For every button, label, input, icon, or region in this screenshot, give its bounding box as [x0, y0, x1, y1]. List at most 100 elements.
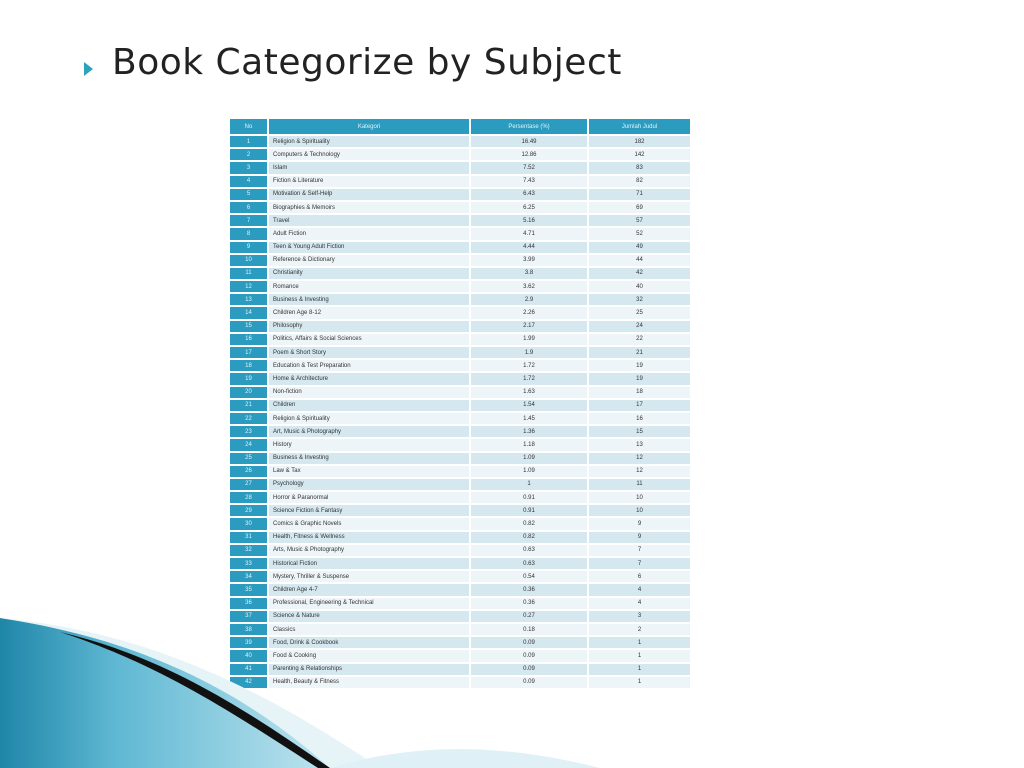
- row-jumlah-cell: 49: [588, 240, 692, 255]
- row-jumlah-cell: 9: [588, 517, 692, 532]
- row-no-cell: 31: [230, 530, 269, 545]
- table-row: 7 Travel 5.16 57: [230, 214, 692, 229]
- row-jumlah-cell: 22: [588, 332, 692, 348]
- row-no-cell: 24: [230, 438, 269, 453]
- table-row: 2 Computers & Technology 12.86 142: [230, 148, 692, 163]
- row-kategori-cell: Food & Cooking: [268, 649, 471, 664]
- table-row: 20 Non-fiction 1.63 18: [230, 385, 692, 400]
- row-jumlah-cell: 17: [588, 398, 692, 413]
- row-no-cell: 14: [230, 306, 269, 321]
- table-row: 8 Adult Fiction 4.71 52: [230, 227, 692, 242]
- row-persentase-cell: 12.86: [470, 148, 589, 163]
- table-row: 40 Food & Cooking 0.09 1: [230, 649, 692, 664]
- table-row: 13 Business & Investing 2.9 32: [230, 293, 692, 308]
- table-row: 6 Biographies & Memoirs 6.25 69: [230, 200, 692, 216]
- row-persentase-cell: 0.09: [470, 636, 589, 651]
- row-no-cell: 18: [230, 359, 269, 374]
- row-no-cell: 30: [230, 517, 269, 532]
- table-row: 18 Education & Test Preparation 1.72 19: [230, 359, 692, 374]
- row-persentase-cell: 1.9: [470, 346, 589, 361]
- row-jumlah-cell: 12: [588, 451, 692, 466]
- row-persentase-cell: 1.72: [470, 372, 589, 387]
- row-jumlah-cell: 40: [588, 280, 692, 295]
- table-row: 9 Teen & Young Adult Fiction 4.44 49: [230, 240, 692, 255]
- row-kategori-cell: Biographies & Memoirs: [268, 200, 471, 216]
- row-no-cell: 26: [230, 464, 269, 479]
- row-persentase-cell: 0.63: [470, 557, 589, 572]
- row-no-cell: 28: [230, 491, 269, 506]
- header-persentase: Persentase (%): [470, 119, 589, 136]
- row-kategori-cell: Christianity: [268, 266, 471, 282]
- row-persentase-cell: 0.09: [470, 649, 589, 664]
- table-row: 16 Politics, Affairs & Social Sciences 1.9…: [230, 332, 692, 348]
- row-jumlah-cell: 10: [588, 504, 692, 519]
- table-row: 14 Children Age 8-12 2.26 25: [230, 306, 692, 321]
- table-row: 22 Religion & Spirituality 1.45 16: [230, 411, 692, 427]
- table-row: 33 Historical Fiction 0.63 7: [230, 557, 692, 572]
- row-persentase-cell: 1.36: [470, 425, 589, 440]
- row-kategori-cell: Religion & Spirituality: [268, 411, 471, 427]
- row-kategori-cell: Food, Drink & Cookbook: [268, 636, 471, 651]
- table-row: 19 Home & Architecture 1.72 19: [230, 372, 692, 387]
- row-jumlah-cell: 7: [588, 557, 692, 572]
- row-no-cell: 25: [230, 451, 269, 466]
- row-jumlah-cell: 83: [588, 161, 692, 176]
- row-persentase-cell: 4.44: [470, 240, 589, 255]
- row-persentase-cell: 1: [470, 477, 589, 493]
- row-kategori-cell: Teen & Young Adult Fiction: [268, 240, 471, 255]
- table-row: 12 Romance 3.62 40: [230, 280, 692, 295]
- row-persentase-cell: 3.99: [470, 253, 589, 268]
- row-persentase-cell: 7.43: [470, 174, 589, 189]
- table-row: 31 Health, Fitness & Wellness 0.82 9: [230, 530, 692, 545]
- row-no-cell: 4: [230, 174, 269, 189]
- row-kategori-cell: Business & Investing: [268, 451, 471, 466]
- row-persentase-cell: 4.71: [470, 227, 589, 242]
- row-persentase-cell: 0.91: [470, 491, 589, 506]
- row-no-cell: 13: [230, 293, 269, 308]
- row-jumlah-cell: 24: [588, 319, 692, 334]
- table-body: 1 Religion & Spirituality 16.49 182 2 Compute…: [230, 135, 692, 690]
- row-jumlah-cell: 42: [588, 266, 692, 282]
- row-kategori-cell: Motivation & Self-Help: [268, 187, 471, 202]
- table-row: 25 Business & Investing 1.09 12: [230, 451, 692, 466]
- header-no: No: [230, 119, 269, 136]
- row-kategori-cell: Mystery, Thriller & Suspense: [268, 570, 471, 585]
- table-row: 29 Science Fiction & Fantasy 0.91 10: [230, 504, 692, 519]
- triangle-bullet-icon: [84, 62, 93, 76]
- row-no-cell: 10: [230, 253, 269, 268]
- row-jumlah-cell: 11: [588, 477, 692, 493]
- row-persentase-cell: 1.63: [470, 385, 589, 400]
- row-persentase-cell: 0.09: [470, 662, 589, 677]
- row-kategori-cell: Professional, Engineering & Technical: [268, 596, 471, 611]
- row-kategori-cell: Education & Test Preparation: [268, 359, 471, 374]
- row-no-cell: 7: [230, 214, 269, 229]
- table-row: 24 History 1.18 13: [230, 438, 692, 453]
- row-no-cell: 5: [230, 187, 269, 202]
- row-jumlah-cell: 19: [588, 359, 692, 374]
- row-kategori-cell: Travel: [268, 214, 471, 229]
- header-kategori: Kategori: [268, 119, 471, 136]
- row-no-cell: 34: [230, 570, 269, 585]
- row-kategori-cell: Reference & Dictionary: [268, 253, 471, 268]
- row-jumlah-cell: 44: [588, 253, 692, 268]
- row-jumlah-cell: 7: [588, 543, 692, 559]
- row-jumlah-cell: 13: [588, 438, 692, 453]
- row-kategori-cell: Law & Tax: [268, 464, 471, 479]
- table-row: 5 Motivation & Self-Help 6.43 71: [230, 187, 692, 202]
- row-no-cell: 1: [230, 135, 269, 150]
- row-no-cell: 17: [230, 346, 269, 361]
- table-row: 32 Arts, Music & Photography 0.63 7: [230, 543, 692, 559]
- row-jumlah-cell: 1: [588, 662, 692, 677]
- row-no-cell: 23: [230, 425, 269, 440]
- row-no-cell: 6: [230, 200, 269, 216]
- table-row: 4 Fiction & Literature 7.43 82: [230, 174, 692, 189]
- row-no-cell: 33: [230, 557, 269, 572]
- row-jumlah-cell: 1: [588, 649, 692, 664]
- table-row: 26 Law & Tax 1.09 12: [230, 464, 692, 479]
- row-no-cell: 41: [230, 662, 269, 677]
- row-jumlah-cell: 1: [588, 675, 692, 690]
- row-jumlah-cell: 15: [588, 425, 692, 440]
- row-jumlah-cell: 1: [588, 636, 692, 651]
- header-jumlah-judul: Jumlah Judul: [588, 119, 692, 136]
- row-kategori-cell: Computers & Technology: [268, 148, 471, 163]
